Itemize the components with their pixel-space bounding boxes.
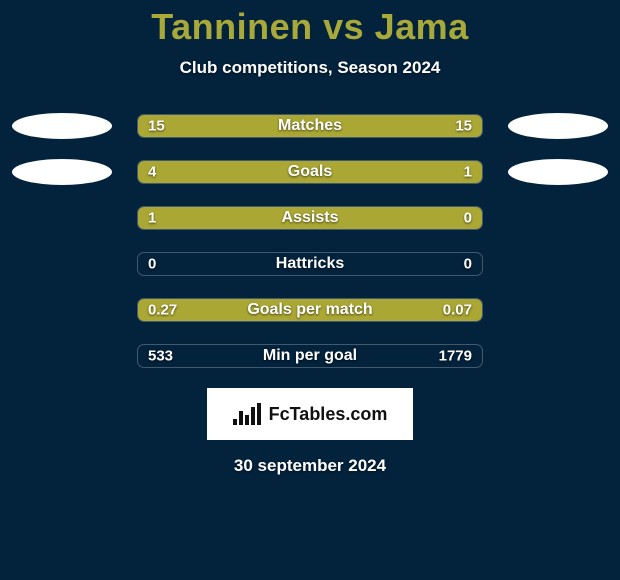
stat-value-right: 0 <box>464 210 472 227</box>
stat-value-left: 15 <box>148 118 165 135</box>
stat-row: 4 1 Goals <box>0 160 620 184</box>
stat-value-left: 4 <box>148 164 156 181</box>
stat-row: 15 15 Matches <box>0 114 620 138</box>
stat-label: Assists <box>282 209 339 227</box>
stat-bar-track: 4 1 Goals <box>137 160 483 184</box>
stat-bar-track: 0 0 Hattricks <box>137 252 483 276</box>
stat-bar-track: 1 0 Assists <box>137 206 483 230</box>
stat-value-left: 533 <box>148 348 173 365</box>
player-ellipse-right <box>508 159 608 185</box>
stat-label: Min per goal <box>263 347 357 365</box>
stat-row: 0.27 0.07 Goals per match <box>0 298 620 322</box>
bar-chart-icon <box>233 403 261 425</box>
badge-text: FcTables.com <box>269 404 388 425</box>
stat-value-right: 15 <box>455 118 472 135</box>
stat-bar-track: 15 15 Matches <box>137 114 483 138</box>
stat-label: Goals <box>288 163 332 181</box>
player-ellipse-right <box>508 113 608 139</box>
stat-row: 533 1779 Min per goal <box>0 344 620 368</box>
stat-value-left: 1 <box>148 210 156 227</box>
stat-bar-track: 0.27 0.07 Goals per match <box>137 298 483 322</box>
stat-row: 0 0 Hattricks <box>0 252 620 276</box>
stat-value-right: 0 <box>464 256 472 273</box>
stat-label: Matches <box>278 117 342 135</box>
stat-label: Hattricks <box>276 255 344 273</box>
stat-row: 1 0 Assists <box>0 206 620 230</box>
content-container: Tanninen vs Jama Club competitions, Seas… <box>0 0 620 580</box>
page-title: Tanninen vs Jama <box>151 6 468 48</box>
player-ellipse-left <box>12 159 112 185</box>
stat-value-right: 1779 <box>439 348 472 365</box>
stat-value-left: 0 <box>148 256 156 273</box>
stat-value-right: 1 <box>464 164 472 181</box>
stat-value-left: 0.27 <box>148 302 177 319</box>
stat-label: Goals per match <box>247 301 372 319</box>
stat-value-right: 0.07 <box>443 302 472 319</box>
page-subtitle: Club competitions, Season 2024 <box>180 58 441 78</box>
stat-bar-track: 533 1779 Min per goal <box>137 344 483 368</box>
stat-bar-left <box>138 161 399 183</box>
footer-date: 30 september 2024 <box>234 456 386 476</box>
stats-rows: 15 15 Matches 4 1 Goals 1 0 Assists 0 0 Hattricks 0.… <box>0 114 620 368</box>
fctables-badge: FcTables.com <box>207 388 413 440</box>
player-ellipse-left <box>12 113 112 139</box>
